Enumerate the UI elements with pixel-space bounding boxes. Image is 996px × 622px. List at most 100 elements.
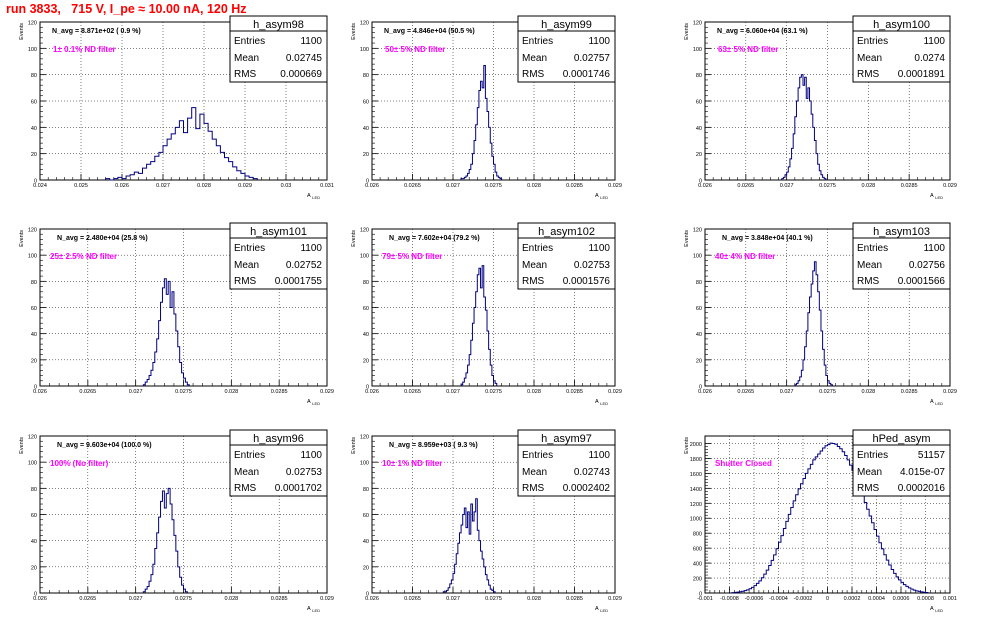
y-tick-label: 0 (699, 592, 702, 598)
y-tick-label: 0 (699, 385, 702, 391)
histogram-name: h_asym97 (541, 433, 592, 445)
stats-entries-label: Entries (522, 450, 553, 461)
stats-box: h_asym99 Entries 1100 Mean 0.02757 RMS 0.00017… (517, 15, 616, 83)
y-axis-label: Events (351, 437, 357, 454)
histogram-panel-h-asym99: 0 20 40 60 80 100 120 0.026 0.0265 0.027 0.0275 0.0… (351, 15, 622, 200)
x-axis-label: A LED (595, 193, 608, 200)
stats-mean-label: Mean (522, 53, 547, 64)
histogram-name: h_asym98 (253, 19, 304, 31)
page-title: run 3833, 715 V, I_pe ≈ 10.00 nA, 120 Hz (6, 2, 247, 16)
x-tick-label: 0.029 (608, 183, 622, 189)
stats-mean-value: 0.02757 (574, 53, 611, 64)
y-tick-label: 100 (360, 47, 369, 53)
y-tick-label: 40 (31, 332, 37, 338)
y-tick-label: 40 (363, 126, 369, 132)
x-tick-label: 0.0285 (901, 183, 918, 189)
y-tick-label: 120 (28, 228, 37, 234)
stats-mean-label: Mean (234, 260, 259, 271)
stats-rms-value: 0.000669 (280, 69, 322, 80)
y-tick-label: 1800 (690, 457, 702, 463)
y-tick-label: 80 (31, 280, 37, 286)
stats-mean-label: Mean (857, 260, 882, 271)
histogram-name: h_asym100 (873, 19, 930, 31)
histogram-name: h_asym102 (538, 226, 595, 238)
y-tick-label: 60 (696, 100, 702, 106)
stats-mean-value: 0.02756 (909, 260, 946, 271)
y-tick-label: 20 (363, 358, 369, 364)
stats-box-frame (852, 15, 951, 83)
stats-mean-label: Mean (857, 467, 882, 478)
x-tick-label: 0.0265 (404, 389, 421, 395)
y-tick-label: 100 (693, 47, 702, 53)
stats-mean-label: Mean (234, 53, 259, 64)
filter-label: 10± 1% ND filter (382, 459, 442, 468)
grid-lines (40, 22, 327, 180)
x-tick-label: 0.028 (224, 389, 238, 395)
x-tick-label: 0.0285 (566, 183, 583, 189)
histogram-name: hPed_asym (872, 433, 930, 445)
stats-box: h_asym97 Entries 1100 Mean 0.02743 RMS 0.00024… (517, 429, 616, 497)
x-tick-label: 0.027 (446, 596, 460, 602)
x-tick-label: 0.027 (129, 389, 143, 395)
y-tick-label: 20 (696, 152, 702, 158)
stats-rms-value: 0.0001755 (275, 276, 323, 287)
y-axis-label: Events (351, 230, 357, 247)
x-axis-label-sub: LED (312, 401, 320, 406)
n-avg-label: N_avg = 7.602e+04 (79.2 %) (389, 235, 480, 242)
x-tick-label: 0.0275 (485, 389, 502, 395)
stats-entries-value: 1100 (588, 450, 610, 461)
x-tick-label: 0.029 (943, 389, 957, 395)
x-tick-label: 0.0008 (917, 596, 934, 602)
y-tick-label: 120 (360, 228, 369, 234)
x-axis-label-main: A (595, 193, 599, 199)
y-tick-label: 600 (693, 547, 702, 553)
x-tick-label: 0.024 (33, 183, 47, 189)
stats-box-frame (852, 222, 951, 290)
y-tick-label: 1600 (690, 472, 702, 478)
stats-mean-value: 0.02752 (286, 260, 323, 271)
y-tick-label: 20 (363, 565, 369, 571)
x-axis-label-main: A (307, 399, 311, 405)
stats-entries-value: 1100 (588, 36, 610, 47)
x-axis-label-main: A (930, 399, 934, 405)
y-tick-label: 120 (693, 228, 702, 234)
histogram-name: h_asym101 (250, 226, 307, 238)
x-axis-label-main: A (930, 193, 934, 199)
stats-rms-label: RMS (234, 276, 257, 287)
stats-mean-value: 0.02753 (286, 467, 323, 478)
filter-label: Shutter Closed (715, 459, 772, 468)
x-tick-label: 0.029 (320, 596, 334, 602)
y-axis-label: Events (684, 23, 690, 40)
x-tick-label: 0.027 (156, 183, 170, 189)
y-tick-label: 100 (28, 254, 37, 260)
stats-box-frame (517, 15, 616, 83)
x-tick-label: 0.0285 (566, 596, 583, 602)
stats-entries-value: 1100 (300, 36, 322, 47)
stats-box: h_asym102 Entries 1100 Mean 0.02753 RMS 0.0001… (517, 222, 616, 290)
y-tick-label: 2000 (690, 442, 702, 448)
y-tick-label: 80 (363, 280, 369, 286)
x-tick-label: 0.026 (365, 389, 379, 395)
x-tick-label: 0.0006 (893, 596, 910, 602)
y-tick-label: 20 (363, 152, 369, 158)
stats-rms-value: 0.0001566 (898, 276, 946, 287)
stats-entries-label: Entries (857, 243, 888, 254)
y-tick-label: 60 (696, 306, 702, 312)
x-tick-label: 0.027 (780, 389, 794, 395)
x-axis-label-sub: LED (312, 608, 320, 613)
filter-label: 50± 5% ND filter (385, 45, 445, 54)
histogram-name: h_asym99 (541, 19, 592, 31)
histogram-panel-h-asym97: 0 20 40 60 80 100 120 0.026 0.0265 0.027 0.0275 0.0… (351, 429, 622, 613)
histogram-line (460, 265, 498, 386)
histogram-line (460, 64, 503, 180)
histogram-panel-h-asym100: 0 20 40 60 80 100 120 0.026 0.0265 0.027 0.0275 0.0… (684, 15, 957, 200)
x-tick-label: 0.0004 (868, 596, 885, 602)
y-tick-label: 1400 (690, 487, 702, 493)
x-tick-label: 0.026 (33, 389, 47, 395)
y-tick-label: 40 (363, 539, 369, 545)
y-tick-label: 1000 (690, 517, 702, 523)
y-tick-label: 80 (696, 280, 702, 286)
x-tick-label: 0.0002 (844, 596, 861, 602)
stats-rms-value: 0.0001702 (275, 483, 323, 494)
